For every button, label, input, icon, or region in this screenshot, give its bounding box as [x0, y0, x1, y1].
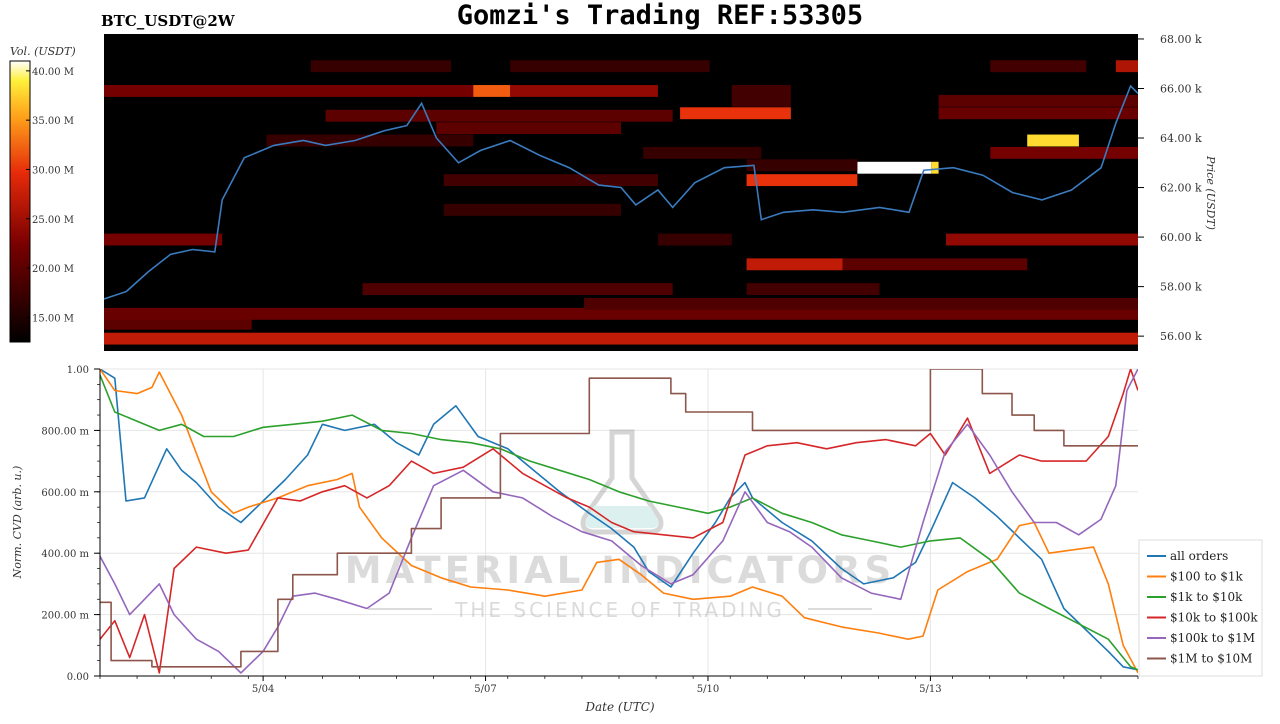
heatmap-band: [436, 122, 621, 135]
cvd-y-tick-label: 600.00 m: [41, 488, 89, 499]
colorbar-tick-label: 30.00 M: [32, 165, 74, 176]
cvd-series-line: [100, 369, 1138, 674]
legend-entry: $1k to $10k: [1170, 590, 1243, 604]
symbol-label: BTC_USDT@2W: [101, 12, 236, 30]
heatmap-band: [104, 307, 1138, 320]
cvd-y-axis-label: Norm. CVD (arb. u.): [11, 466, 24, 580]
colorbar-label: Vol. (USDT): [10, 45, 76, 58]
cvd-y-tick-label: 400.00 m: [41, 549, 89, 560]
colorbar-tick-label: 20.00 M: [32, 264, 74, 275]
legend-entry: $100k to $1M: [1170, 631, 1255, 645]
heatmap-band: [1115, 60, 1138, 73]
heatmap-band: [510, 60, 710, 73]
price-line: [104, 84, 1138, 300]
cvd-y-tick-label: 1.00: [67, 365, 89, 376]
cvd-series-line: [100, 369, 1138, 668]
heatmap-band: [473, 85, 511, 97]
heatmap-band: [104, 85, 474, 97]
cvd-y-tick-label: 200.00 m: [41, 611, 89, 622]
colorbar-tick-label: 15.00 M: [32, 313, 74, 324]
cvd-y-ticks: 1.00 800.00 m 600.00 m 400.00 m 200.00 m 0.00: [41, 365, 100, 683]
cvd-y-tick-label: 800.00 m: [41, 426, 89, 437]
heatmap-band: [362, 283, 673, 296]
heatmap-band: [443, 203, 621, 216]
price-tick-label: 58.00 k: [1160, 281, 1202, 294]
heatmap-band: [510, 85, 658, 97]
watermark-subtitle: THE SCIENCE OF TRADING: [454, 598, 785, 622]
heatmap-band: [746, 174, 858, 187]
heatmap-band: [945, 233, 1138, 246]
heatmap-band: [990, 146, 1138, 159]
heatmap-band: [731, 85, 791, 97]
cvd-x-axis-label: Date (UTC): [584, 700, 654, 714]
price-axis-ticks: 68.00 k 66.00 k 64.00 k 62.00 k 60.00 k 58.00…: [1138, 33, 1202, 343]
price-tick-label: 64.00 k: [1160, 132, 1202, 145]
legend-entry: $10k to $100k: [1170, 611, 1258, 625]
heatmap-band: [938, 107, 1138, 120]
price-tick-label: 60.00 k: [1160, 231, 1202, 244]
heatmap-band: [104, 233, 223, 246]
heatmap-band: [584, 298, 1138, 310]
cvd-series-line: [100, 374, 1138, 671]
colorbar: [9, 60, 31, 343]
heatmap-band: [443, 174, 658, 187]
cvd-x-ticks: 5/04 5/07 5/10 5/13: [99, 676, 1139, 695]
heatmap-band: [1027, 134, 1079, 147]
heatmap-band: [266, 134, 474, 147]
legend-entry: $100 to $1k: [1170, 570, 1243, 584]
colorbar-ticks: 40.00 M 35.00 M 30.00 M 25.00 M 20.00 M 15.00…: [26, 67, 74, 324]
cvd-plot-area: [100, 369, 1138, 676]
heatmap-band: [104, 332, 1138, 345]
heatmap-band: [938, 94, 1138, 107]
flask-icon: [580, 429, 664, 535]
page-title: Gomzi's Trading REF:53305: [457, 0, 863, 31]
cvd-series-line: [100, 369, 1138, 674]
legend-entry: all orders: [1170, 549, 1228, 563]
legend-entry: $1M to $10M: [1170, 652, 1252, 666]
heatmap-band: [680, 107, 791, 120]
colorbar-tick-label: 35.00 M: [32, 116, 74, 127]
heatmap-band: [746, 258, 843, 271]
heatmap-band: [931, 161, 939, 174]
heatmap-band: [325, 109, 673, 122]
price-axis-label: Price (USDT): [1204, 155, 1217, 230]
cvd-x-tick-label: 5/07: [474, 684, 496, 695]
heatmap-band: [842, 258, 1028, 271]
cvd-series-line: [100, 369, 1138, 674]
heatmap-band: [746, 159, 858, 172]
colorbar-tick-label: 40.00 M: [32, 67, 74, 78]
cvd-y-tick-label: 0.00: [67, 672, 89, 683]
price-tick-label: 66.00 k: [1160, 82, 1202, 95]
price-tick-label: 56.00 k: [1160, 330, 1202, 343]
flask-liquid-icon: [585, 506, 659, 528]
cvd-series-lines: [100, 369, 1138, 674]
cvd-x-tick-label: 5/13: [919, 684, 941, 695]
heatmap-band: [857, 161, 932, 174]
heatmap-band: [643, 146, 762, 159]
heatmap-bands: [104, 60, 1138, 345]
colorbar-tick-label: 25.00 M: [32, 215, 74, 226]
legend: all orders $100 to $1k $1k to $10k $10k to …: [1147, 549, 1258, 666]
price-tick-label: 68.00 k: [1160, 33, 1202, 46]
heatmap-band: [657, 233, 732, 246]
heatmap-band: [104, 317, 252, 330]
heatmap-band: [310, 60, 452, 73]
heatmap-band: [731, 94, 791, 107]
watermark-title: MATERIAL INDICATORS: [345, 549, 895, 592]
cvd-x-tick-label: 5/10: [697, 684, 719, 695]
cvd-x-tick-label: 5/04: [252, 684, 274, 695]
watermark: MATERIAL INDICATORS THE SCIENCE OF TRADI…: [345, 429, 895, 622]
heatmap-band: [746, 283, 880, 296]
price-tick-label: 62.00 k: [1160, 182, 1202, 195]
legend-box: [1138, 539, 1263, 677]
heatmap-band: [990, 60, 1087, 73]
cvd-series-line: [100, 369, 1138, 671]
